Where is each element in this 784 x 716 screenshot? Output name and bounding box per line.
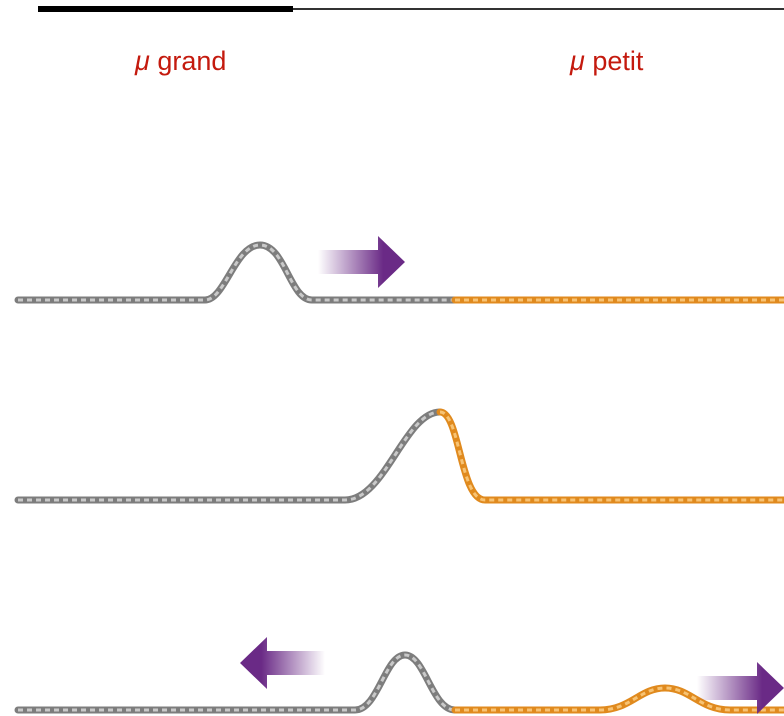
rope-row-2 xyxy=(18,412,784,500)
label-part: petit xyxy=(592,46,644,76)
rope-row-1 xyxy=(18,236,784,300)
diagram: μ grand μ petit xyxy=(0,0,784,716)
label-light: μ petit xyxy=(569,46,644,76)
arrow-right xyxy=(318,236,405,288)
rope-row-3 xyxy=(18,637,784,714)
label-part: μ xyxy=(569,46,585,76)
label-heavy: μ grand xyxy=(134,46,226,76)
label-part: μ xyxy=(134,46,150,76)
arrow-left xyxy=(240,637,325,689)
label-part: grand xyxy=(157,46,226,76)
